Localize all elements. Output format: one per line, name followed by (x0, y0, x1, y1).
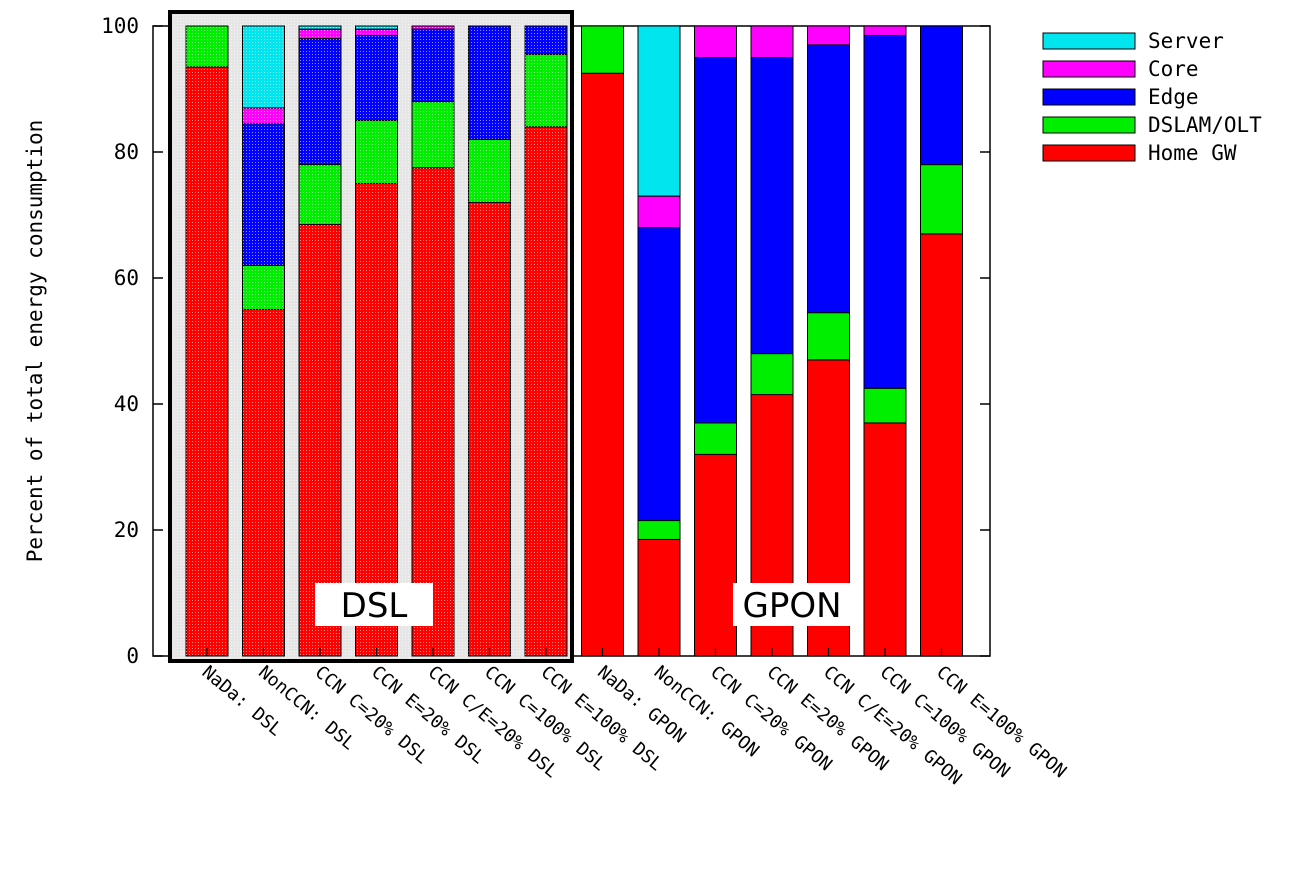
bar-texture (525, 26, 567, 656)
bar-segment (920, 233, 963, 657)
legend: Server Core Edge DSLAM/OLT Home GW (1042, 29, 1262, 165)
legend-swatch (1042, 60, 1136, 78)
legend-swatch (1042, 32, 1136, 50)
bar-segment (807, 44, 850, 314)
bar-segment (694, 57, 737, 424)
bar-segment (863, 25, 907, 36)
bar-segment (637, 195, 681, 229)
bar-segment (863, 422, 907, 657)
legend-label: DSLAM/OLT (1148, 113, 1262, 137)
bar-texture (468, 26, 511, 656)
legend-swatch (1042, 116, 1136, 134)
bar-segment (637, 520, 681, 540)
dsl-label-box (315, 583, 433, 626)
bar-segment (637, 538, 681, 657)
legend-swatch (1042, 144, 1136, 162)
dsl-texture-overlay (186, 26, 567, 656)
dsl-group-label: DSL (341, 586, 408, 626)
dsl-highlight-box (168, 10, 574, 663)
bar-segment (807, 312, 850, 361)
bar-segment (694, 453, 737, 657)
bar-texture (186, 26, 228, 656)
y-axis: 0 20 40 60 80 100 (101, 14, 990, 668)
legend-label: Home GW (1148, 141, 1237, 165)
y-tick-label: 80 (114, 140, 139, 164)
y-tick-label: 100 (101, 14, 139, 38)
bar-segment (694, 422, 737, 455)
legend-label: Core (1148, 57, 1199, 81)
bar-segment (807, 25, 850, 46)
legend-label: Server (1148, 29, 1224, 53)
bar-texture (242, 26, 285, 656)
gpon-group-label: GPON (742, 586, 841, 626)
y-tick-label: 0 (126, 644, 139, 668)
bar-segment (920, 164, 963, 235)
y-tick-label: 40 (114, 392, 139, 416)
bar-segment (920, 25, 963, 166)
bar-segment (581, 72, 624, 657)
bar-segment (750, 353, 794, 396)
bar-segment (694, 25, 737, 58)
bar-segment (750, 25, 794, 58)
x-tick-label: NonCCN: DSL (254, 662, 359, 755)
bar-segment (637, 25, 681, 197)
bar-texture (299, 26, 341, 656)
bar-segment (863, 34, 907, 389)
legend-swatch (1042, 88, 1136, 106)
bar-segment (750, 57, 794, 355)
bar-segment (581, 25, 624, 74)
gpon-label-box (733, 583, 851, 626)
bar-segment (637, 227, 681, 522)
legend-label: Edge (1148, 85, 1199, 109)
bar-segment (863, 387, 907, 424)
y-tick-label: 20 (114, 518, 139, 542)
bar-texture (412, 26, 454, 656)
y-tick-label: 60 (114, 266, 139, 290)
y-axis-label: Percent of total energy consumption (23, 120, 47, 563)
bar-texture (355, 26, 398, 656)
